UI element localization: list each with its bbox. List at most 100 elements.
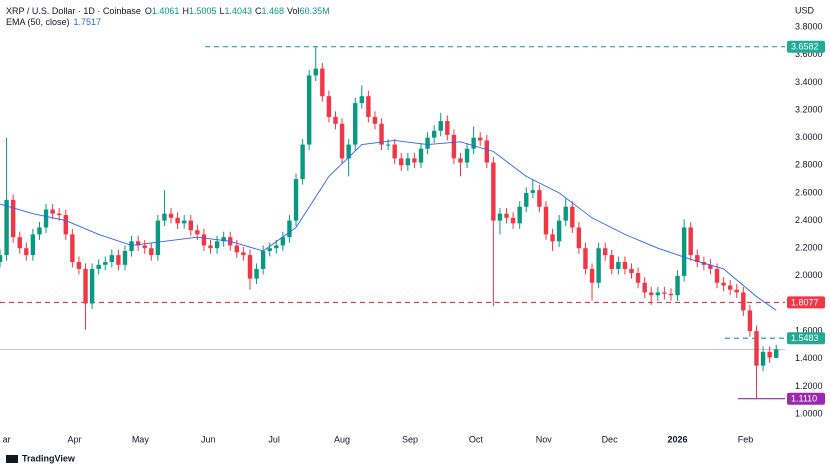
- candle-body: [103, 262, 108, 265]
- legend-header: XRP / U.S. Dollar · 1D · Coinbase O1.4061…: [6, 6, 330, 16]
- candle-body: [37, 227, 42, 235]
- candle-body: [537, 190, 542, 207]
- candle-body: [583, 248, 588, 269]
- candle-body: [484, 140, 489, 163]
- y-tick-label: 2.4000: [795, 215, 823, 225]
- candle-body: [201, 234, 207, 246]
- level-label: 1.1110: [791, 394, 817, 404]
- level-badge: [787, 296, 825, 309]
- candle-body: [83, 268, 88, 304]
- candle-body: [734, 289, 739, 293]
- x-tick-label: Jun: [201, 434, 216, 444]
- candle-body: [471, 137, 476, 149]
- candle-body: [767, 351, 772, 358]
- y-unit: USD: [795, 5, 815, 15]
- candle-body: [576, 227, 582, 249]
- candle-body: [721, 282, 726, 286]
- candle-body: [774, 349, 779, 358]
- candle-body: [24, 248, 29, 256]
- candle-body: [43, 209, 49, 228]
- candle-body: [346, 144, 351, 159]
- candle-body: [57, 213, 62, 216]
- candle-body: [168, 213, 174, 218]
- level-badge: [787, 40, 825, 53]
- candle-body: [339, 123, 345, 159]
- candle-body: [195, 230, 200, 235]
- candle-body: [208, 245, 213, 249]
- level-label: 1.8077: [791, 297, 819, 307]
- candle-body: [188, 220, 193, 231]
- candle-body: [274, 245, 279, 249]
- candle-body: [451, 134, 457, 159]
- candle-body: [122, 250, 128, 265]
- candle-body: [313, 68, 318, 76]
- candle-body: [405, 158, 411, 166]
- candle-body: [727, 285, 733, 290]
- ohlc-letter: O: [145, 6, 152, 16]
- candle-body: [668, 293, 674, 296]
- candle-body: [221, 237, 226, 242]
- candle-body: [70, 234, 75, 263]
- volume-name: Vol: [287, 6, 300, 16]
- candle-body: [267, 248, 272, 251]
- candle-body: [530, 190, 536, 193]
- candle-body: [333, 116, 338, 124]
- candle-body: [570, 206, 575, 228]
- candle-body: [497, 213, 503, 221]
- x-tick-label: 2026: [668, 434, 688, 444]
- volume-value: 60.35M: [300, 6, 330, 16]
- x-tick-label: Jul: [268, 434, 280, 444]
- brand-name: TradingView: [22, 453, 76, 463]
- y-tick-label: 1.6000: [795, 325, 823, 335]
- candle-body: [445, 121, 450, 135]
- candle-body: [353, 103, 358, 145]
- ema-line: [0, 139, 777, 311]
- candle-body: [385, 144, 391, 146]
- candle-body: [412, 158, 417, 163]
- candle-body: [129, 241, 134, 251]
- candle-body: [0, 255, 3, 263]
- candle-body: [30, 234, 36, 256]
- candle-body: [175, 217, 180, 224]
- candle-body: [320, 68, 325, 97]
- candle-body: [247, 255, 253, 279]
- y-tick-label: 2.2000: [795, 243, 823, 253]
- candle-body: [517, 206, 522, 224]
- y-tick-label: 3.0000: [795, 132, 823, 142]
- ohlc-value: 1.4043: [224, 6, 252, 16]
- candle-body: [372, 116, 378, 124]
- legend-ema: EMA (50, close) 1.7517: [6, 17, 101, 27]
- y-tick-label: 3.4000: [795, 77, 823, 87]
- candle-body: [655, 292, 661, 296]
- candle-body: [280, 237, 286, 246]
- candle-body: [524, 192, 529, 207]
- y-tick-label: 3.2000: [795, 104, 823, 114]
- ohlc-value: 1.5005: [189, 6, 217, 16]
- candle-body: [359, 96, 365, 104]
- candle-body: [675, 275, 680, 296]
- candle-body: [556, 220, 562, 242]
- y-tick-label: 3.8000: [795, 21, 823, 31]
- candle-body: [642, 282, 647, 293]
- x-tick-label: Feb: [738, 434, 754, 444]
- y-tick-label: 2.8000: [795, 160, 823, 170]
- candle-body: [116, 255, 121, 265]
- candle-body: [181, 220, 187, 224]
- candle-body: [563, 206, 568, 221]
- candle-body: [602, 248, 608, 256]
- candle-body: [431, 130, 437, 138]
- candle-body: [609, 255, 614, 269]
- candle-body: [214, 241, 220, 249]
- y-tick-label: 1.2000: [795, 381, 823, 391]
- brand-logo: [6, 455, 18, 463]
- candle-body: [425, 137, 430, 149]
- candle-body: [96, 264, 101, 269]
- candle-body: [254, 268, 259, 279]
- candle-body: [543, 206, 549, 235]
- level-badge: [787, 332, 825, 345]
- candle-body: [50, 209, 55, 214]
- candle-body: [708, 264, 713, 269]
- candle-body: [162, 213, 167, 221]
- y-tick-label: 1.4000: [795, 353, 823, 363]
